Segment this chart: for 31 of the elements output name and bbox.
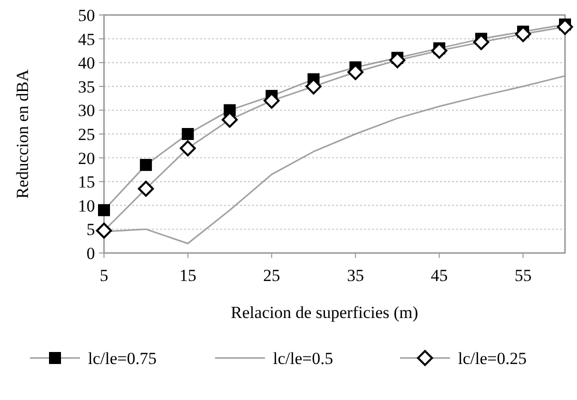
x-tick-label: 55 <box>514 266 532 285</box>
y-tick-label: 50 <box>78 6 95 25</box>
y-tick-label: 15 <box>78 172 95 192</box>
y-tick-label: 35 <box>78 77 95 96</box>
x-tick-label: 5 <box>100 266 108 285</box>
point <box>96 222 112 239</box>
y-tick-label: 30 <box>78 101 95 120</box>
legend-label: lc/le=0.5 <box>273 348 334 368</box>
y-tick-label: 40 <box>78 54 95 73</box>
point <box>389 52 406 68</box>
x-tick-label: 35 <box>346 266 364 285</box>
y-tick-label: 45 <box>78 30 95 49</box>
y-tick-label: 10 <box>78 196 95 216</box>
point <box>138 180 154 197</box>
y-tick-label: 0 <box>86 244 95 263</box>
point <box>515 26 532 42</box>
x-tick-label: 15 <box>179 266 196 285</box>
point <box>182 128 194 140</box>
y-tick-label: 25 <box>78 124 95 144</box>
x-tick-label: 25 <box>263 266 280 285</box>
point <box>180 140 196 156</box>
legend-label: lc/le=0.25 <box>458 348 527 368</box>
x-axis-title: Relacion de superficies (m) <box>230 303 418 322</box>
legend-label: lc/le=0.75 <box>88 348 157 368</box>
y-axis-title: Reduccion en dBA <box>13 68 32 199</box>
y-tick-label: 5 <box>86 220 95 240</box>
y-tick-label: 20 <box>78 148 95 168</box>
point <box>140 158 152 171</box>
x-tick-label: 45 <box>430 266 448 285</box>
point <box>431 42 448 59</box>
point <box>98 204 110 216</box>
